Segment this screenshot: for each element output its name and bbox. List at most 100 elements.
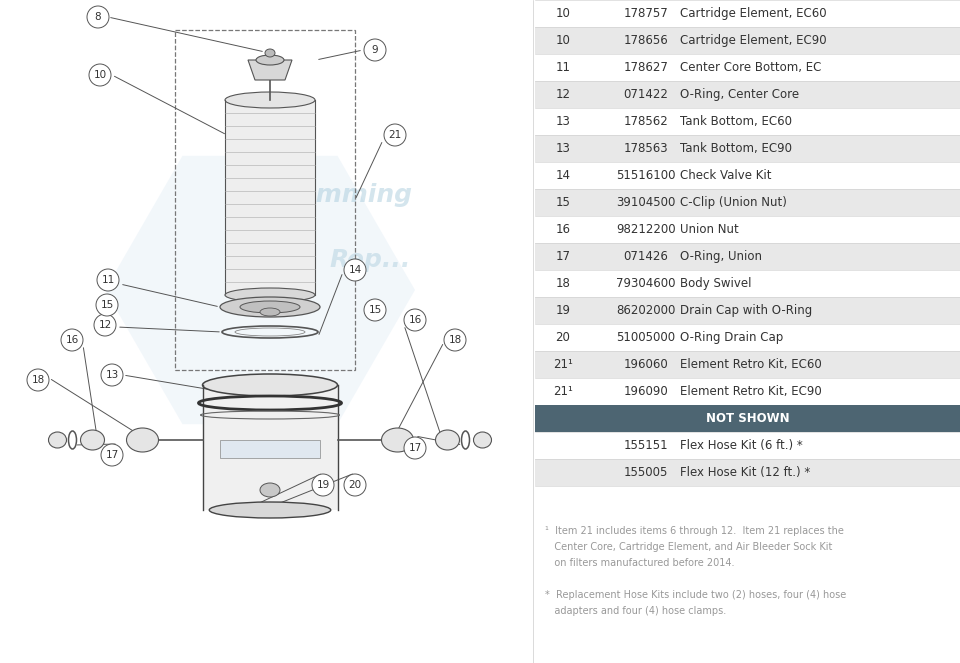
- Text: 12: 12: [556, 88, 570, 101]
- Text: NOT SHOWN: NOT SHOWN: [706, 412, 789, 425]
- Bar: [535, 27, 960, 54]
- Text: Cartridge Element, EC60: Cartridge Element, EC60: [680, 7, 827, 20]
- Text: Tank Bottom, EC90: Tank Bottom, EC90: [680, 142, 792, 155]
- Text: 20: 20: [348, 480, 362, 490]
- Text: Body Swivel: Body Swivel: [680, 277, 752, 290]
- Text: on filters manufactured before 2014.: on filters manufactured before 2014.: [545, 558, 734, 568]
- Text: 178757: 178757: [624, 7, 668, 20]
- Ellipse shape: [220, 297, 320, 317]
- Text: C-Clip (Union Nut): C-Clip (Union Nut): [680, 196, 787, 209]
- Bar: [535, 243, 960, 270]
- Text: 196060: 196060: [624, 358, 668, 371]
- Text: 155151: 155151: [624, 439, 668, 452]
- Text: 10: 10: [556, 7, 570, 20]
- Text: 15: 15: [369, 305, 382, 315]
- Ellipse shape: [225, 288, 315, 302]
- Text: 11: 11: [556, 61, 570, 74]
- Ellipse shape: [436, 430, 460, 450]
- Circle shape: [364, 39, 386, 61]
- Text: 21: 21: [389, 130, 401, 140]
- Text: 155005: 155005: [624, 466, 668, 479]
- Bar: [203, 385, 338, 510]
- Text: 13: 13: [106, 370, 119, 380]
- Ellipse shape: [260, 483, 280, 497]
- Text: Rep...: Rep...: [329, 248, 411, 272]
- Text: 16: 16: [408, 315, 421, 325]
- Bar: [535, 351, 960, 378]
- Text: 14: 14: [556, 169, 570, 182]
- Bar: [535, 81, 960, 108]
- Text: 15: 15: [101, 300, 113, 310]
- Circle shape: [344, 259, 366, 281]
- Text: O-Ring, Union: O-Ring, Union: [680, 250, 762, 263]
- Circle shape: [404, 309, 426, 331]
- Text: 071422: 071422: [624, 88, 668, 101]
- Text: Center Core Bottom, EC: Center Core Bottom, EC: [680, 61, 822, 74]
- Circle shape: [97, 269, 119, 291]
- Circle shape: [96, 294, 118, 316]
- Text: 178563: 178563: [624, 142, 668, 155]
- Text: 51005000: 51005000: [616, 331, 676, 344]
- Ellipse shape: [81, 430, 105, 450]
- Text: 21¹: 21¹: [553, 385, 573, 398]
- Text: 178562: 178562: [624, 115, 668, 128]
- Ellipse shape: [209, 502, 331, 518]
- Text: 178627: 178627: [624, 61, 668, 74]
- Text: ¹  Item 21 includes items 6 through 12.  Item 21 replaces the: ¹ Item 21 includes items 6 through 12. I…: [545, 526, 844, 536]
- Text: 19: 19: [317, 480, 329, 490]
- Bar: [225, 100, 315, 295]
- Text: 51516100: 51516100: [616, 169, 676, 182]
- Circle shape: [101, 364, 123, 386]
- Text: Flex Hose Kit (6 ft.) *: Flex Hose Kit (6 ft.) *: [680, 439, 803, 452]
- Bar: [220, 440, 320, 458]
- Circle shape: [27, 369, 49, 391]
- Text: 17: 17: [106, 450, 119, 460]
- Text: Center Core, Cartridge Element, and Air Bleeder Sock Kit: Center Core, Cartridge Element, and Air …: [545, 542, 832, 552]
- Text: Element Retro Kit, EC90: Element Retro Kit, EC90: [680, 385, 822, 398]
- Text: 13: 13: [556, 115, 570, 128]
- Text: 16: 16: [65, 335, 79, 345]
- Ellipse shape: [240, 301, 300, 313]
- Text: 14: 14: [348, 265, 362, 275]
- Bar: [535, 189, 960, 216]
- Text: 9: 9: [372, 45, 378, 55]
- Ellipse shape: [225, 92, 315, 108]
- Text: 10: 10: [93, 70, 107, 80]
- Text: Union Nut: Union Nut: [680, 223, 739, 236]
- Text: 39104500: 39104500: [616, 196, 676, 209]
- Text: Drain Cap with O-Ring: Drain Cap with O-Ring: [680, 304, 812, 317]
- Circle shape: [384, 124, 406, 146]
- Text: Swimming: Swimming: [267, 183, 413, 207]
- Circle shape: [364, 299, 386, 321]
- Circle shape: [444, 329, 466, 351]
- Text: 196090: 196090: [624, 385, 668, 398]
- Text: 178656: 178656: [624, 34, 668, 47]
- Circle shape: [87, 6, 109, 28]
- Text: 18: 18: [556, 277, 570, 290]
- Text: Flex Hose Kit (12 ft.) *: Flex Hose Kit (12 ft.) *: [680, 466, 810, 479]
- Text: 11: 11: [102, 275, 114, 285]
- Text: 17: 17: [556, 250, 570, 263]
- Circle shape: [404, 437, 426, 459]
- Text: Cartridge Element, EC90: Cartridge Element, EC90: [680, 34, 827, 47]
- Bar: [535, 297, 960, 324]
- Text: 15: 15: [556, 196, 570, 209]
- Text: 86202000: 86202000: [616, 304, 676, 317]
- Ellipse shape: [127, 428, 158, 452]
- Text: O-Ring, Center Core: O-Ring, Center Core: [680, 88, 799, 101]
- Circle shape: [94, 314, 116, 336]
- Text: O-Ring Drain Cap: O-Ring Drain Cap: [680, 331, 783, 344]
- Text: 79304600: 79304600: [616, 277, 676, 290]
- Text: 19: 19: [556, 304, 570, 317]
- Ellipse shape: [260, 308, 280, 316]
- Text: 21¹: 21¹: [553, 358, 573, 371]
- Text: *  Replacement Hose Kits include two (2) hoses, four (4) hose: * Replacement Hose Kits include two (2) …: [545, 590, 847, 600]
- Text: 8: 8: [95, 12, 102, 22]
- Circle shape: [101, 444, 123, 466]
- Text: 12: 12: [98, 320, 111, 330]
- Text: 18: 18: [32, 375, 44, 385]
- Polygon shape: [248, 60, 292, 80]
- Text: Tank Bottom, EC60: Tank Bottom, EC60: [680, 115, 792, 128]
- Bar: [535, 135, 960, 162]
- Circle shape: [89, 64, 111, 86]
